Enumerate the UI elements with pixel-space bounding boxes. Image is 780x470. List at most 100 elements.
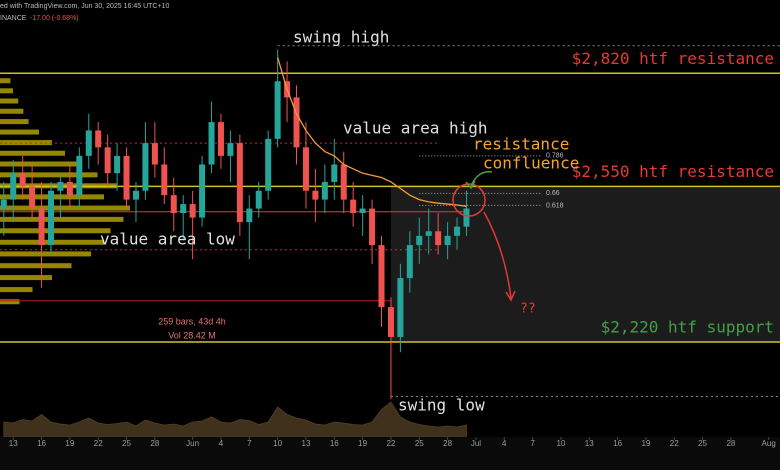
candle-body xyxy=(114,155,121,174)
candle-body xyxy=(95,130,102,148)
candle-body xyxy=(217,122,224,156)
volume-profile-bar xyxy=(0,78,11,84)
circle-highlight xyxy=(452,183,486,217)
arrow-head xyxy=(465,180,476,190)
x-tick-label: 10 xyxy=(556,439,565,448)
candle-body xyxy=(293,97,300,148)
x-tick-label: 16 xyxy=(330,439,339,448)
candle-body xyxy=(10,173,17,200)
volume-profile-bar xyxy=(0,228,111,234)
arrow xyxy=(470,171,493,187)
level-label: $2,550 htf resistance xyxy=(572,162,774,181)
x-tick-label: 28 xyxy=(726,439,735,448)
volume-profile-bar xyxy=(0,251,91,257)
level-label: $2,820 htf resistance xyxy=(572,49,774,68)
x-tick-label: 22 xyxy=(670,439,679,448)
candle-body xyxy=(387,307,394,337)
annotation: value area high xyxy=(343,119,488,138)
level-label: $2,220 htf support xyxy=(601,318,774,337)
candle-body xyxy=(199,164,206,218)
annotation: confluence xyxy=(483,154,579,173)
candle-body xyxy=(274,81,281,139)
candle-body xyxy=(406,245,413,279)
volume-profile-bar xyxy=(0,108,24,114)
candle-body xyxy=(47,190,54,246)
x-tick-label: 22 xyxy=(94,439,103,448)
x-tick-label: 19 xyxy=(65,439,74,448)
candle-body xyxy=(38,208,45,246)
volume-profile-bar xyxy=(0,299,20,305)
x-tick-label: 19 xyxy=(641,439,650,448)
candle-body xyxy=(236,143,243,223)
arrow-head xyxy=(505,290,516,302)
moving-average xyxy=(277,57,467,207)
candle-body xyxy=(331,164,338,182)
x-tick-label: 7 xyxy=(530,439,535,448)
candle-body xyxy=(189,204,196,218)
candle-body xyxy=(425,231,432,236)
stats: 259 bars, 43d 4h xyxy=(158,316,226,326)
x-tick-label: 4 xyxy=(502,439,507,448)
candle-body xyxy=(132,190,139,200)
candle-body xyxy=(454,226,461,236)
x-tick-label: 25 xyxy=(698,439,707,448)
annotation: swing low xyxy=(398,396,485,415)
x-tick-label: 7 xyxy=(247,439,252,448)
candle-body xyxy=(208,122,215,165)
candle-body xyxy=(435,231,442,246)
fib-label: 0.66 xyxy=(546,190,560,197)
candle-body xyxy=(85,130,92,156)
candle-body xyxy=(57,181,64,191)
candle-body xyxy=(0,199,7,209)
candle-body xyxy=(350,199,357,214)
candle-body xyxy=(246,208,253,223)
candle-body xyxy=(463,208,470,227)
volume-profile-bar xyxy=(0,150,65,156)
candle-body xyxy=(76,155,83,196)
candle-body xyxy=(255,190,262,209)
header-change: -17.00 (-0.68%) xyxy=(30,15,79,22)
x-tick-label: 10 xyxy=(273,439,282,448)
x-tick-label: 16 xyxy=(37,439,46,448)
candle-body xyxy=(265,138,272,191)
candle-body xyxy=(378,245,385,308)
x-tick-label: 19 xyxy=(358,439,367,448)
volume-profile-bar xyxy=(0,161,78,167)
x-axis-band xyxy=(0,437,780,470)
candle-body xyxy=(142,143,149,191)
x-tick-label: 16 xyxy=(613,439,622,448)
volume-profile-bar xyxy=(0,88,13,94)
volume-profile-bar xyxy=(0,129,39,135)
candle-body xyxy=(227,143,234,156)
candle-body xyxy=(66,181,73,196)
x-tick-label: 28 xyxy=(443,439,452,448)
volume-profile-bar xyxy=(0,216,124,222)
candle-body xyxy=(29,186,36,209)
x-tick-label: 22 xyxy=(386,439,395,448)
volume-profile-bar xyxy=(0,172,98,178)
annotation: resistance xyxy=(473,135,569,154)
volume-profile-bar xyxy=(0,275,52,281)
candle-body xyxy=(416,235,423,246)
candle-body xyxy=(444,235,451,246)
volume-profile-bar xyxy=(0,98,19,104)
candle-body xyxy=(19,173,26,187)
annotation: ?? xyxy=(520,302,536,317)
volume-area xyxy=(3,401,467,438)
annotation: value area low xyxy=(100,230,235,249)
x-tick-label: 13 xyxy=(302,439,311,448)
header-exchange: INANCE xyxy=(0,15,27,22)
candle-body xyxy=(104,147,111,174)
candle-body xyxy=(359,208,366,214)
volume-profile-bar xyxy=(0,263,72,269)
x-tick-label: 28 xyxy=(150,439,159,448)
volume-profile-bar xyxy=(0,205,130,211)
volume-profile-bar xyxy=(0,119,29,125)
candle-body xyxy=(369,208,376,246)
candle-body xyxy=(151,143,158,165)
candle-body xyxy=(312,190,319,200)
volume-profile-bar xyxy=(0,287,33,293)
candle-body xyxy=(302,147,309,191)
x-tick-label: Jun xyxy=(186,439,199,448)
